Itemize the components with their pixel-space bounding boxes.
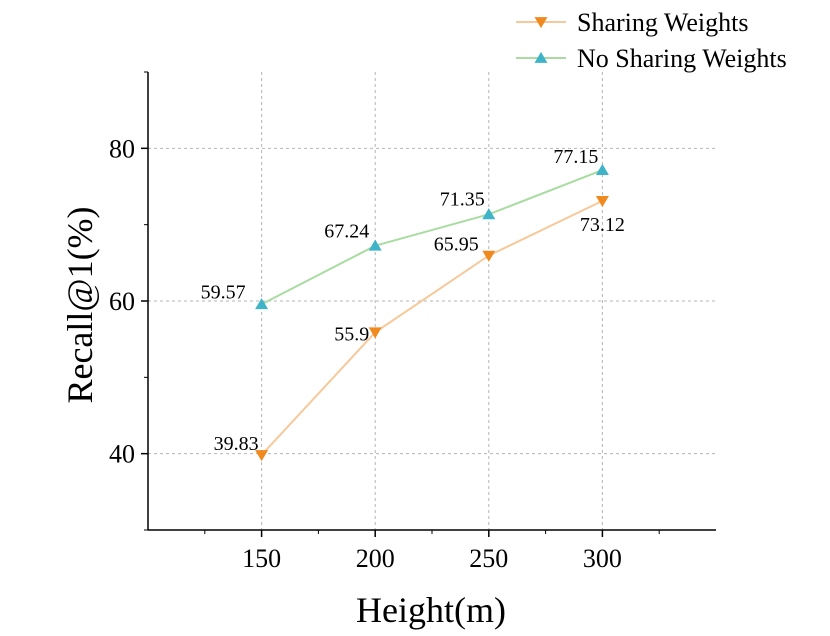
data-label: 71.35 [440,188,485,210]
series-marker-0 [255,450,269,462]
series-marker-0 [368,327,382,339]
legend-marker [534,17,548,29]
data-label: 55.9 [334,323,369,345]
series-layer [255,163,609,462]
y-tick-label: 60 [109,287,135,316]
legend-label: Sharing Weights [577,8,748,37]
x-tick-label: 150 [242,544,281,573]
series-line-1 [261,169,603,306]
y-axis-title: Recall@1(%) [60,206,100,403]
x-tick-label: 200 [356,544,395,573]
series-line-0 [260,199,603,456]
series-marker-1 [368,239,382,251]
series-marker-1 [255,298,269,310]
data-label: 39.83 [214,433,259,455]
data-labels: 39.83 55.9 65.95 73.12 59.57 67.24 71.35 77.15 [201,146,625,455]
data-label: 59.57 [201,281,246,303]
series-marker-0 [595,195,609,208]
data-label: 65.95 [434,234,479,256]
axes [141,71,716,537]
x-axis-title: Height(m) [356,590,506,630]
series-marker-1 [482,208,496,220]
data-label: 67.24 [324,221,369,243]
series-marker-0 [482,250,496,262]
legend: Sharing Weights No Sharing Weights [516,8,787,73]
tick-labels: 150 200 250 300 40 60 80 [109,134,622,573]
y-tick-label: 80 [109,134,135,163]
data-label: 77.15 [553,146,598,168]
x-tick-label: 250 [469,544,508,573]
x-tick-label: 300 [583,544,622,573]
legend-marker [534,51,548,63]
series-marker-1 [595,163,609,175]
data-label: 73.12 [580,214,625,236]
y-tick-label: 40 [109,440,135,469]
legend-label: No Sharing Weights [577,44,787,73]
